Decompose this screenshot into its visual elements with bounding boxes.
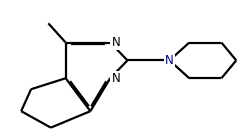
Text: N: N: [112, 72, 120, 85]
Text: N: N: [165, 54, 174, 67]
Text: N: N: [112, 36, 120, 49]
